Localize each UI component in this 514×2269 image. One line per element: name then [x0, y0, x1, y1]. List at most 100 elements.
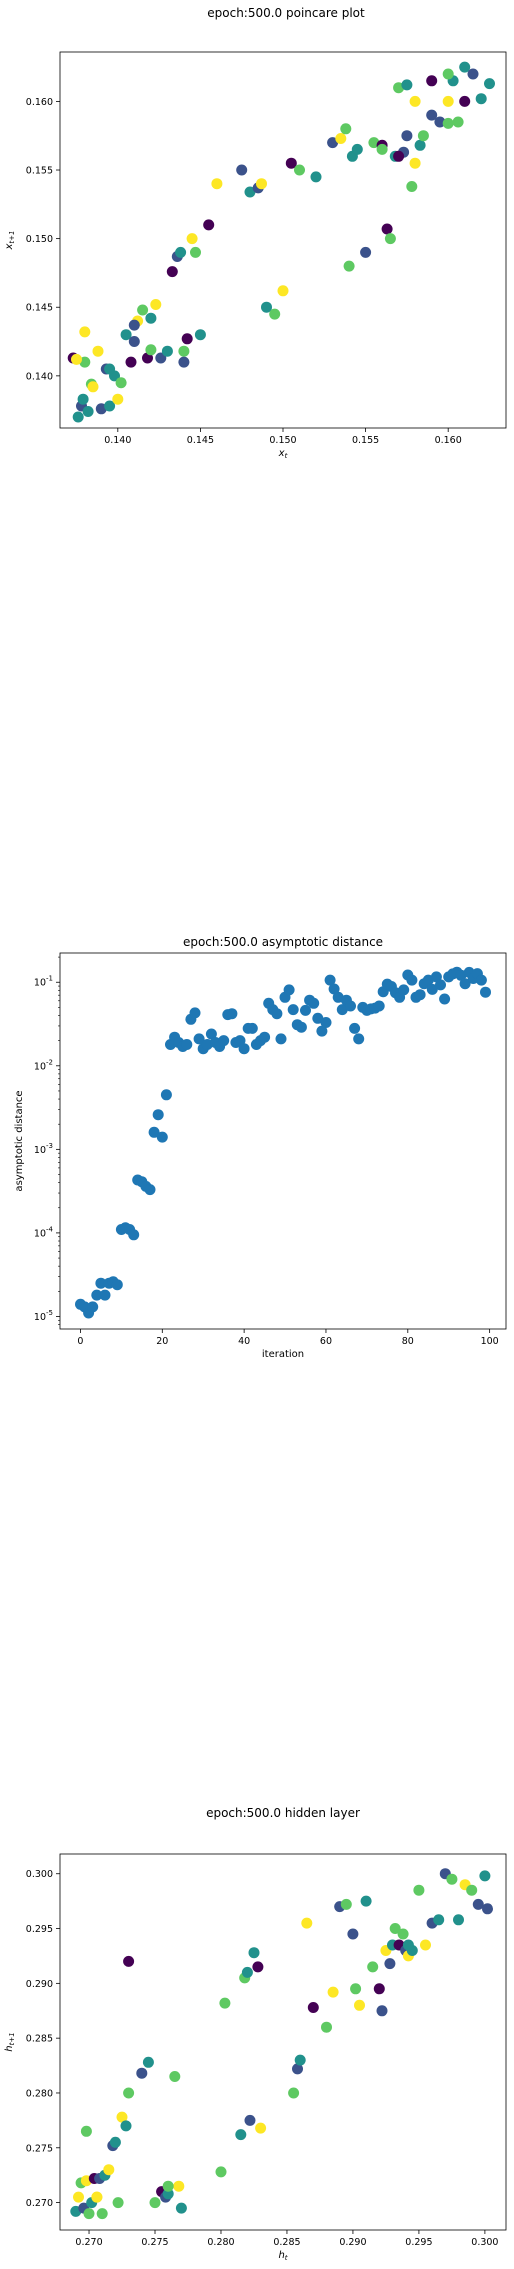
data-point	[252, 1961, 264, 1973]
x-tick-label: 0.145	[187, 435, 214, 446]
x-tick-label: 100	[481, 1336, 499, 1347]
data-point	[335, 133, 347, 144]
data-point	[288, 2087, 300, 2099]
x-tick-label: 0.290	[339, 2237, 366, 2248]
data-point	[327, 137, 339, 149]
data-point	[301, 1917, 313, 1929]
data-point	[152, 1109, 164, 1121]
data-point	[397, 1928, 409, 1940]
data-point	[255, 2122, 267, 2134]
x-tick-label: 80	[402, 1336, 414, 1347]
data-point	[401, 79, 413, 91]
data-point	[128, 336, 140, 347]
data-point	[186, 233, 198, 245]
data-point	[271, 1008, 283, 1020]
data-point	[300, 1004, 311, 1016]
data-point	[104, 400, 116, 412]
data-point	[80, 2125, 92, 2137]
asymptotic-distance-y-ticks: 10-5 10-4 10-3 10-2 10-1	[34, 956, 60, 1325]
data-point	[235, 2129, 247, 2141]
data-point	[308, 997, 320, 1009]
data-point	[434, 116, 446, 128]
data-point	[295, 1021, 307, 1033]
data-point	[401, 130, 413, 142]
data-point	[194, 329, 206, 341]
data-point	[480, 986, 491, 998]
data-point	[347, 1928, 359, 1940]
x-tick-label: 0.280	[207, 2237, 234, 2248]
data-point	[215, 2166, 227, 2178]
data-point	[79, 356, 91, 368]
data-point	[321, 2021, 332, 2033]
data-point	[83, 2208, 95, 2220]
data-point	[328, 983, 340, 995]
x-tick-label: 0.160	[435, 435, 462, 446]
hidden-layer-x-ticks: 0.270 0.275 0.280 0.285 0.290 0.295 0.300	[75, 2230, 498, 2248]
data-point	[384, 233, 396, 245]
data-point	[340, 1898, 352, 1910]
data-point	[360, 1895, 372, 1907]
data-point	[87, 381, 99, 393]
data-point	[205, 1028, 217, 1040]
data-point	[91, 2191, 103, 2203]
data-point	[327, 1986, 339, 1998]
data-point	[442, 117, 454, 129]
data-point	[402, 1939, 414, 1951]
hidden-layer-title: epoch:500.0 hidden layer	[206, 1806, 360, 1820]
x-tick-label: 0.275	[141, 2237, 168, 2248]
data-point	[459, 95, 471, 107]
data-point	[178, 345, 190, 357]
data-point	[336, 1004, 348, 1016]
data-point	[287, 1004, 299, 1016]
data-point	[150, 299, 162, 310]
data-point	[218, 1035, 230, 1047]
data-point	[201, 1039, 213, 1050]
hidden-layer-y-label: ht+1	[4, 2032, 16, 2051]
data-point	[111, 1279, 123, 1291]
data-point	[269, 308, 281, 320]
data-point	[169, 2071, 181, 2082]
data-point	[211, 178, 223, 190]
data-point	[406, 181, 418, 192]
data-point	[433, 1914, 445, 1926]
y-tick-label: 0.155	[26, 166, 53, 177]
data-point	[472, 1898, 484, 1910]
data-point	[128, 1229, 140, 1241]
data-point	[417, 130, 429, 142]
poincare-plot-x-label: xt	[278, 448, 288, 460]
data-point	[91, 1289, 103, 1301]
data-point	[435, 979, 446, 991]
data-point	[459, 61, 471, 73]
data-point	[120, 329, 132, 341]
data-point	[128, 319, 140, 331]
poincare-plot-points	[67, 61, 495, 423]
data-point	[294, 164, 305, 176]
data-point	[256, 178, 267, 190]
data-point	[248, 1947, 260, 1959]
data-point	[115, 377, 127, 389]
data-point	[95, 403, 107, 415]
data-point	[406, 974, 418, 986]
data-point	[283, 984, 295, 996]
asymptotic-distance-x-ticks: 0 20 40 60 80 100	[77, 1329, 499, 1347]
data-point	[351, 143, 363, 155]
y-tick-label: 0.145	[26, 303, 53, 314]
y-tick-label: 0.270	[26, 2198, 53, 2209]
data-point	[414, 139, 426, 151]
data-point	[166, 266, 178, 278]
data-point	[398, 984, 410, 996]
data-point	[381, 223, 393, 235]
data-point	[144, 1184, 156, 1196]
data-point	[275, 1033, 287, 1045]
x-tick-label: 0	[77, 1336, 83, 1347]
data-point	[156, 1131, 168, 1143]
poincare-plot-x-ticks: 0.140 0.145 0.150 0.155 0.160	[104, 428, 462, 446]
data-point	[104, 363, 116, 375]
data-point	[292, 2063, 303, 2075]
asymptotic-distance-chart: epoch:500.0 asymptotic distance 0 20 40 60 8…	[14, 935, 507, 1360]
data-point	[238, 1043, 250, 1055]
data-point	[409, 157, 421, 169]
poincare-plot-title: epoch:500.0 poincare plot	[207, 6, 365, 20]
data-point	[310, 171, 322, 183]
data-point	[77, 393, 89, 405]
